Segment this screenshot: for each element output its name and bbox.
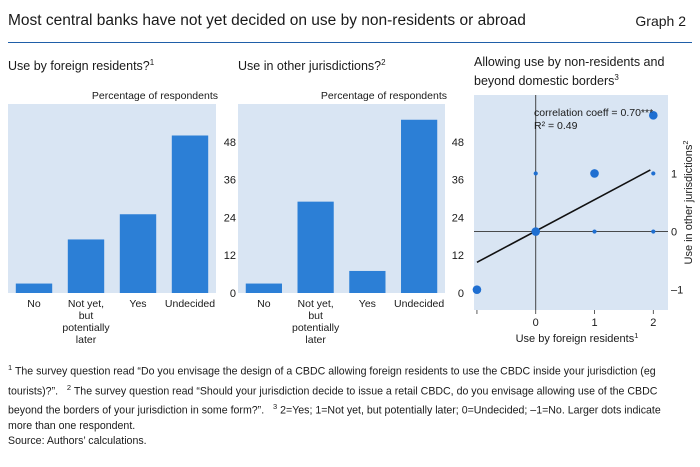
panel1-bar-3 <box>171 135 209 293</box>
panel1-bar-0 <box>15 283 53 293</box>
panel1-ytick-36: 36 <box>224 175 236 187</box>
panel3-point-6 <box>651 171 656 176</box>
panel2-bar-1 <box>297 201 334 293</box>
panel3-plot-area <box>474 95 668 310</box>
panel3-annotation-1: R² = 0.49 <box>534 120 578 132</box>
panel3-point-1 <box>531 227 541 236</box>
panel3-point-0 <box>472 285 482 294</box>
panel1-xtick-1: Not yet, but potentially later <box>62 298 110 346</box>
panel3-title: Allowing use by non-residents and beyond … <box>474 55 665 89</box>
panel3-point-7 <box>651 229 656 234</box>
panel3-point-3 <box>590 169 599 178</box>
panel3-xtick-2: 1 <box>591 317 597 329</box>
panel3-xlabel: Use by foreign residents1 <box>516 331 639 345</box>
panel2-bar-3 <box>401 119 438 293</box>
panel2-ytick-36: 36 <box>452 175 464 187</box>
panel3-xtick-3: 2 <box>650 317 656 329</box>
panel2-bar-2 <box>349 270 386 293</box>
panel1-bar-2 <box>119 214 157 293</box>
panel2-ytick-12: 12 <box>452 250 464 262</box>
panel3-xtick-1: 0 <box>533 317 539 329</box>
panel2-ytick-0: 0 <box>458 288 464 300</box>
panel1-ytick-48: 48 <box>224 137 236 149</box>
panel2-xtick-2: Yes <box>359 298 376 310</box>
panel3-ytick-0: –1 <box>671 285 683 297</box>
panel2-xtick-3: Undecided <box>394 298 444 310</box>
panel3-annotation-0: correlation coeff = 0.70*** <box>534 107 653 119</box>
footnotes: 1 The survey question read “Do you envis… <box>8 363 661 432</box>
panel3-point-4 <box>592 229 597 234</box>
source-note: Source: Authors’ calculations. <box>8 435 147 447</box>
panel1-title: Use by foreign residents?1 <box>8 58 155 74</box>
panel1-ytick-12: 12 <box>224 250 236 262</box>
panel2-ytick-48: 48 <box>452 137 464 149</box>
panel1-bar-1 <box>67 239 105 293</box>
panel3-ytick-1: 0 <box>671 227 677 239</box>
panel3-point-5 <box>649 111 658 120</box>
panel2-ylabel: Percentage of respondents <box>321 90 447 102</box>
panel2-xtick-0: No <box>257 298 271 310</box>
panel3-ytick-2: 1 <box>671 168 677 180</box>
panel3-fit-line <box>476 169 651 264</box>
panel2-xtick-1: Not yet, but potentially later <box>292 298 340 346</box>
panel1-ytick-0: 0 <box>230 288 236 300</box>
panel1-xtick-2: Yes <box>129 298 146 310</box>
panel1-xtick-0: No <box>27 298 41 310</box>
graph-label: Graph 2 <box>635 13 686 29</box>
panel2-ytick-24: 24 <box>452 212 464 224</box>
panel1-xtick-3: Undecided <box>165 298 215 310</box>
panel1-ylabel: Percentage of respondents <box>92 90 218 102</box>
panel1-ytick-24: 24 <box>224 212 236 224</box>
page-title: Most central banks have not yet decided … <box>8 12 526 29</box>
panel2-title: Use in other jurisdictions?2 <box>238 58 386 74</box>
panel2-bar-0 <box>245 283 282 293</box>
panel3-point-2 <box>533 171 538 176</box>
panel3-ylabel: Use in other jurisdictions2 <box>681 140 695 264</box>
header: Most central banks have not yet decided … <box>8 0 692 43</box>
